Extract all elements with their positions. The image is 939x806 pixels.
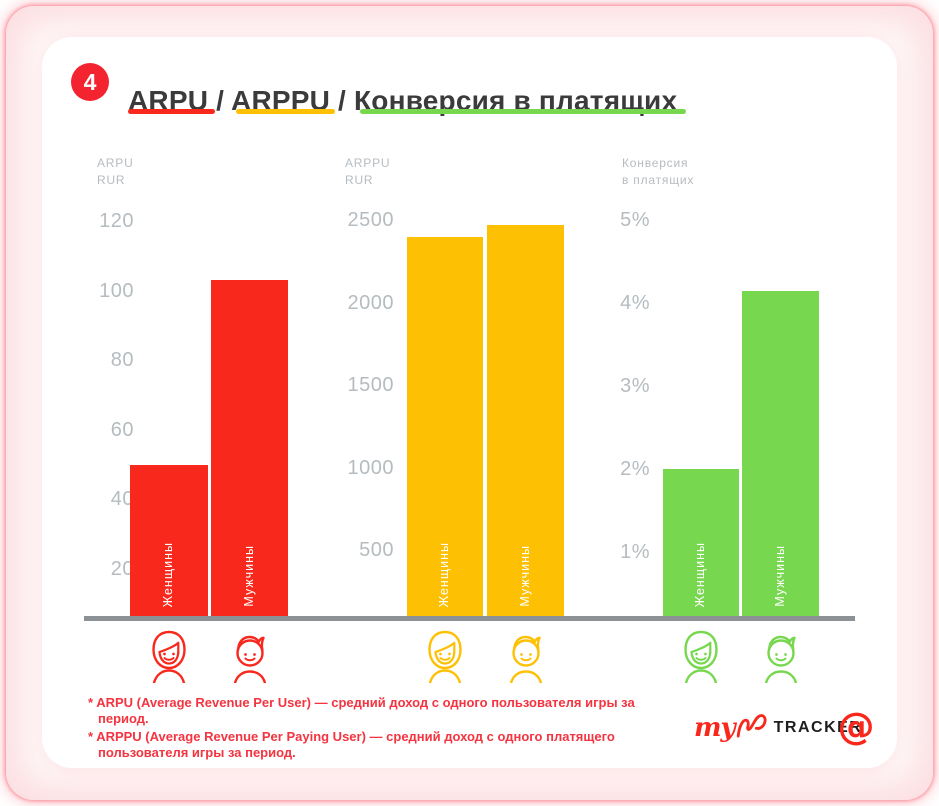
chart-1-ytick: 40 [110,488,134,511]
slide-number: 4 [83,68,97,95]
chart-2-axis-caption: ARPPU RUR [345,156,391,187]
chart-1-ytick: 60 [110,418,134,441]
chart-3-ytick: 2% [620,458,650,480]
woman-icon [422,629,468,683]
chart-2-ytick: 1000 [347,456,394,479]
chart-3-bar-women: Женщины [663,469,739,619]
arppu-underline [236,109,335,114]
x-axis-baseline [84,616,855,621]
chart-2-ytick: 500 [359,539,394,561]
bar-category-label: Женщины [693,541,707,607]
mytracker-logo: my TRACKER [694,708,862,748]
bar-category-label: Женщины [437,541,451,607]
chart-1-axis-caption: ARPU RUR [97,156,134,187]
chart-3-ytick: 5% [620,209,650,231]
mailru-at-icon: @ [837,705,875,748]
chart-1-ytick: 20 [110,558,134,580]
chart-2-ytick: 2000 [347,291,394,314]
man-icon [758,629,804,683]
bar-category-label: Мужчины [772,545,787,607]
bar-category-label: Женщины [161,541,175,607]
bar-category-label: Мужчины [241,545,256,607]
chart-3-axis-caption: Конверсия в платящих [622,156,695,187]
conversion-underline [360,109,686,114]
footnotes: * ARPU (Average Revenue Per User) — сред… [88,695,668,763]
mytracker-logo-my: my [694,713,736,743]
man-icon [503,629,549,683]
bar-category-label: Мужчины [517,545,532,607]
slide-number-badge: 4 [71,63,109,101]
footnote-arpu: * ARPU (Average Revenue Per User) — сред… [88,695,635,726]
chart-1-bar-men: Мужчины [211,280,288,619]
woman-icon [678,629,724,683]
woman-icon [146,629,192,683]
footnote-arppu: * ARPPU (Average Revenue Per Paying User… [88,729,615,760]
chart-3-ytick: 3% [620,375,650,397]
chart-2-ytick: 2500 [347,209,394,231]
chart-2-bar-men: Мужчины [487,224,564,619]
arpu-underline [128,109,215,114]
chart-1-ytick: 100 [99,279,134,302]
mytracker-logo-tracker: TRACKER [773,719,863,736]
man-icon [227,629,273,683]
chart-3-ytick: 4% [620,292,650,314]
chart-1-ytick: 120 [99,210,134,232]
chart-2-bar-women: Женщины [407,236,483,619]
chart-2-ytick: 1500 [347,374,394,396]
chart-3-ytick: 1% [620,541,650,563]
chart-3-bar-men: Мужчины [742,290,819,619]
chart-1-ytick: 80 [110,349,134,372]
mytracker-logo-mark-icon [736,714,767,738]
chart-1-bar-women: Женщины [130,464,208,619]
